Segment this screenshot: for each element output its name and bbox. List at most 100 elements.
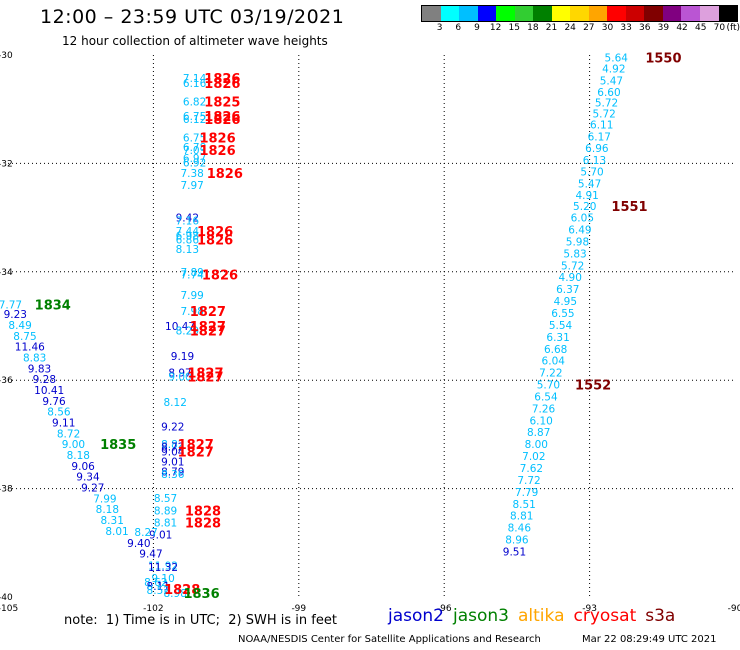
wave-height-label: 8.81 [154,518,177,530]
wave-height-label: 8.72 [161,441,184,453]
wave-height-label: 6.68 [544,344,567,356]
wave-height-label: 6.04 [542,356,566,368]
wave-height-label: 9.51 [503,546,526,558]
wave-height-label: 9.10 [151,573,174,585]
chart-subtitle: 12 hour collection of altimeter wave hei… [62,34,328,48]
wave-height-label: 8.00 [525,439,548,451]
y-tick-label: -32 [0,159,13,169]
wave-height-label: 8.56 [47,407,71,419]
wave-height-label: 9.47 [139,549,162,561]
wave-height-label: 8.13 [176,244,199,256]
wave-height-label: 8.97 [168,368,191,380]
credit-text: NOAA/NESDIS Center for Satellite Applica… [238,634,541,645]
wave-height-label: 7.26 [532,403,556,415]
colorbar-tick-label: 9 [474,23,480,33]
wave-height-label: 8.57 [154,493,177,505]
wave-height-label: 9.01 [149,530,172,542]
colorbar-swatch [570,6,589,21]
wave-height-label: 6.86 [176,234,200,246]
wave-height-label: 6.31 [546,332,569,344]
time-label: 1834 [35,298,71,313]
wave-height-label: 6.17 [588,131,611,143]
time-label: 1551 [611,200,647,215]
time-label: 1826 [204,113,240,128]
wave-height-label: 9.28 [33,374,56,386]
wave-height-label: 8.01 [105,526,128,538]
time-label: 1827 [187,367,223,382]
x-tick-label: -99 [291,604,306,614]
wave-height-label: 7.89 [180,267,203,279]
x-tick-label: -90 [728,604,740,614]
wave-height-label: 11.46 [15,342,45,354]
time-label: 1826 [204,77,240,92]
wave-height-label: 6.92 [183,157,206,169]
wave-height-label: 8.79 [161,466,184,478]
satellite-legend: jason2 jason3 altika cryosat s3a [388,606,684,626]
time-label: 1828 [185,517,221,532]
colorbar-swatch [440,6,460,21]
wave-height-label: 6.12 [183,114,206,126]
time-label: 1828 [164,583,200,598]
wave-height-label: 9.27 [81,483,104,495]
wave-height-label: 7.77 [0,299,22,311]
x-tick-label: -93 [582,604,597,614]
generation-timestamp: Mar 22 08:29:49 UTC 2021 [582,634,717,645]
wave-height-label: 6.75 [183,132,206,144]
wave-height-label: 7.22 [539,368,562,380]
colorbar-swatch [644,6,663,21]
wave-height-label: 5.20 [573,201,596,213]
wave-height-label: 6.98 [176,230,199,242]
wave-height-label: 5.72 [561,260,584,272]
wave-height-label: 6.05 [571,213,594,225]
wave-height-label: 4.91 [575,190,598,202]
chart-title: 12:00 – 23:59 UTC 03/19/2021 [40,6,345,28]
colorbar-swatch [514,6,534,21]
wave-height-label: 11.32 [148,562,178,574]
colorbar-tick-label: 45 [694,23,707,33]
colorbar-unit: (ft) [726,23,740,33]
y-tick-label: -38 [0,485,13,495]
wave-height-label: 8.72 [57,428,80,440]
wave-height-label: 7.62 [520,463,543,475]
colorbar-swatch [625,6,645,21]
wave-height-label: 9.83 [28,363,51,375]
wave-height-label: 7.03 [183,145,206,157]
time-label: 1826 [199,131,235,146]
colorbar-swatch [681,6,700,21]
time-label: 1826 [197,233,233,248]
wave-height-label: 5.72 [592,109,615,121]
wave-height-label: 8.46 [508,523,532,535]
colorbar-swatch [496,6,515,21]
wave-height-label: 4.95 [554,296,577,308]
time-label: 1828 [185,504,221,519]
wave-height-label: 8.36 [161,469,185,481]
wave-height-label: 6.55 [551,308,574,320]
wave-height-label: 8.62 [144,577,167,589]
wave-height-label: 5.72 [595,98,618,110]
wave-height-label: 9.19 [171,351,194,363]
wave-height-label: 6.60 [597,87,620,99]
y-tick-label: -34 [0,268,13,278]
time-label: 1827 [187,370,223,385]
wave-height-label: 9.00 [62,439,85,451]
wave-height-label: 8.83 [23,352,46,364]
wave-height-label: 8.11 [147,581,170,593]
wave-height-label: 5.98 [566,236,589,248]
wave-height-label: 5.64 [605,53,629,65]
wave-height-label: 6.75 [183,111,206,123]
wave-height-label: 8.49 [8,320,31,332]
time-label: 1826 [204,110,240,125]
time-label: 1827 [190,305,226,320]
wave-height-label: 6.37 [556,284,579,296]
colorbar-labels: 3 6 9 12 15 18 21 24 27 30 33 36 39 42 45 70 (ft) [421,23,740,35]
legend-item-jason2: jason2 [388,606,444,626]
time-label: 1826 [199,144,235,159]
wave-height-label: 6.11 [590,119,613,131]
wave-height-label: 7.14 [183,73,207,85]
wave-height-label: 6.78 [183,142,206,154]
colorbar-tick-label: 70 [713,23,726,33]
wave-height-label: 7.72 [517,475,540,487]
time-label: 1825 [204,96,240,111]
wave-height-label: 7.02 [522,451,545,463]
